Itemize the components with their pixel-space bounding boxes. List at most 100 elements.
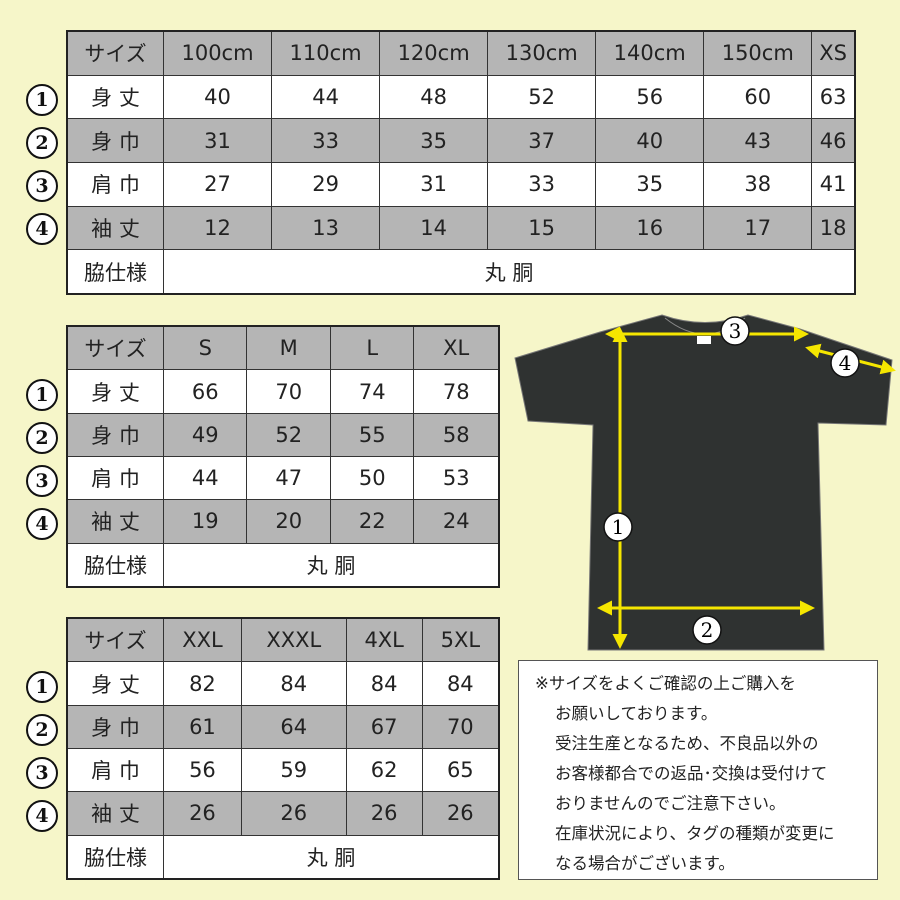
note-line: お願いしております。	[555, 704, 718, 723]
row-width: 身 巾 61 64 67 70	[66, 704, 500, 749]
value-cell: 44	[271, 74, 381, 120]
tshirt-shape	[514, 314, 893, 651]
value-cell: 37	[487, 118, 597, 163]
row-side: 脇仕様丸 胴	[66, 542, 500, 588]
marker-label-3: 3	[729, 319, 742, 343]
row-sleeve: 袖 丈 26 26 26 26	[66, 791, 500, 836]
side-spec-value: 丸 胴	[163, 834, 500, 880]
row-number-2: 2	[26, 126, 58, 159]
header-row: サイズ 100cm 110cm 120cm 130cm 140cm 150cm XS	[66, 30, 856, 76]
size-table-xxl-5xl: サイズ XXL XXXL 4XL 5XL 身 丈 82 84 84 84 身 巾 61 64 67 70 肩 …	[66, 617, 500, 880]
size-table-s-xl: サイズ S M L XL 身 丈 66 70 74 78 身 巾 49 52 55 58 肩 巾 44 47 50 5…	[66, 325, 500, 588]
row-number-4: 4	[26, 212, 58, 245]
side-spec-value: 丸 胴	[163, 249, 856, 295]
value-cell: 84	[345, 661, 423, 706]
value-cell: 70	[421, 704, 500, 749]
value-cell: 33	[487, 161, 597, 207]
size-header: 130cm	[487, 30, 597, 76]
note-line: お客様都合での返品･交換は受付けて	[555, 764, 828, 783]
row-number-2: 2	[26, 421, 58, 454]
row-label: 袖 丈	[66, 499, 164, 544]
row-label: 身 巾	[66, 118, 164, 163]
size-header: XS	[811, 30, 856, 76]
row-sleeve: 袖 丈 19 20 22 24	[66, 499, 500, 544]
row-width: 身 巾 31 33 35 37 40 43 46	[66, 118, 856, 163]
note-box: ※サイズをよくご確認の上ご購入をお願いしております。受注生産となるため、不良品以…	[518, 660, 878, 880]
row-label: 身 巾	[66, 704, 164, 749]
value-cell: 38	[703, 161, 813, 207]
row-label: 身 丈	[66, 661, 164, 706]
row-label: 身 丈	[66, 369, 164, 414]
row-label: 脇仕様	[66, 249, 164, 295]
row-label: 脇仕様	[66, 834, 164, 880]
row-number-4: 4	[26, 799, 58, 832]
value-cell: 52	[246, 412, 331, 457]
value-cell: 58	[413, 412, 500, 457]
row-number-3: 3	[26, 169, 58, 202]
value-cell: 56	[595, 74, 705, 120]
size-header: 5XL	[421, 617, 500, 663]
value-cell: 26	[345, 791, 423, 836]
row-number-2: 2	[26, 713, 58, 746]
marker-circle-2	[692, 615, 722, 645]
value-cell: 62	[345, 747, 423, 793]
value-cell: 61	[163, 704, 242, 749]
row-number-4: 4	[26, 507, 58, 540]
row-shoulder: 肩 巾 56 59 62 65	[66, 747, 500, 793]
value-cell: 40	[595, 118, 705, 163]
value-cell: 13	[271, 205, 381, 251]
note-line: ※サイズをよくご確認の上ご購入を	[535, 674, 796, 693]
note-line: 受注生産となるため、不良品以外の	[555, 734, 819, 753]
value-cell: 35	[379, 118, 489, 163]
value-cell: 26	[163, 791, 242, 836]
row-label: 脇仕様	[66, 542, 164, 588]
value-cell: 26	[240, 791, 347, 836]
value-cell: 65	[421, 747, 500, 793]
value-cell: 63	[811, 74, 856, 120]
size-header: XL	[413, 325, 500, 371]
size-header: 140cm	[595, 30, 705, 76]
row-label: 袖 丈	[66, 791, 164, 836]
value-cell: 82	[163, 661, 242, 706]
size-header: 4XL	[345, 617, 423, 663]
value-cell: 19	[162, 499, 248, 544]
marker-circle-4	[830, 348, 860, 378]
marker-circle-1	[603, 512, 633, 542]
value-cell: 49	[162, 412, 248, 457]
value-cell: 74	[329, 369, 415, 414]
value-cell: 70	[246, 369, 331, 414]
value-cell: 29	[271, 161, 381, 207]
size-header: S	[162, 325, 248, 371]
marker-label-4: 4	[839, 351, 852, 375]
value-cell: 56	[163, 747, 242, 793]
marker-label-1: 1	[612, 515, 625, 539]
size-header: XXL	[163, 617, 242, 663]
value-cell: 48	[379, 74, 489, 120]
value-cell: 24	[413, 499, 500, 544]
value-cell: 20	[246, 499, 331, 544]
size-header: 110cm	[271, 30, 381, 76]
row-number-1: 1	[26, 670, 58, 703]
value-cell: 44	[162, 455, 248, 501]
header-label: サイズ	[66, 325, 164, 371]
value-cell: 26	[421, 791, 500, 836]
value-cell: 64	[240, 704, 347, 749]
value-cell: 31	[162, 118, 273, 163]
value-cell: 40	[162, 74, 273, 120]
size-header: XXXL	[240, 617, 347, 663]
header-label: サイズ	[66, 617, 164, 663]
header-row: サイズ XXL XXXL 4XL 5XL	[66, 617, 500, 663]
tshirt-tag	[697, 336, 711, 344]
header-row: サイズ S M L XL	[66, 325, 500, 371]
size-header: L	[329, 325, 415, 371]
row-number-3: 3	[26, 756, 58, 789]
side-spec-value: 丸 胴	[163, 542, 500, 588]
row-width: 身 巾 49 52 55 58	[66, 412, 500, 457]
value-cell: 17	[703, 205, 813, 251]
value-cell: 78	[413, 369, 500, 414]
value-cell: 53	[413, 455, 500, 501]
marker-circle-3	[720, 316, 750, 346]
value-cell: 55	[329, 412, 415, 457]
size-header: 120cm	[379, 30, 489, 76]
